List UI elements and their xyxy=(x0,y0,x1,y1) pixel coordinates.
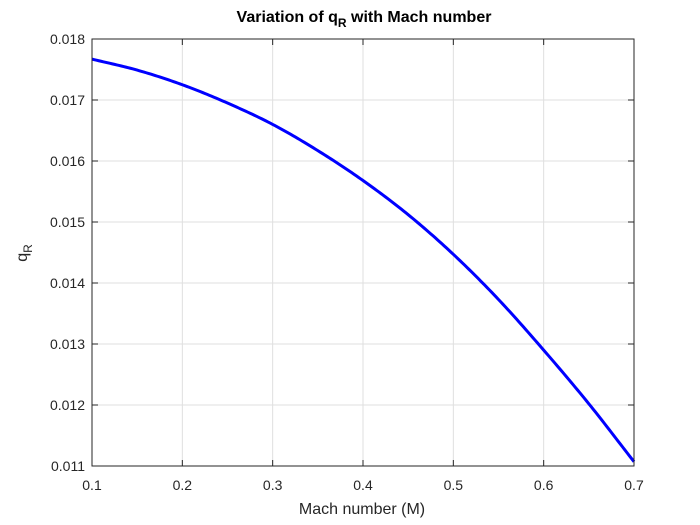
y-axis-label-base: q xyxy=(14,253,31,262)
x-tick-label: 0.7 xyxy=(624,477,644,493)
y-tick-label: 0.014 xyxy=(50,275,85,291)
chart-title-suffix: with Mach number xyxy=(347,9,492,26)
x-axis-label: Mach number (M) xyxy=(299,501,425,518)
y-tick-label: 0.018 xyxy=(50,31,85,47)
y-axis-label-subscript: R xyxy=(21,244,35,253)
chart-title-subscript: R xyxy=(338,16,347,30)
y-tick-label: 0.012 xyxy=(50,397,85,413)
x-tick-label: 0.3 xyxy=(263,477,283,493)
y-tick-label: 0.011 xyxy=(51,458,85,474)
ticks: 0.1 0.2 0.3 0.4 0.5 0.6 0.7 0.011 0.012 0.013 0.01… xyxy=(50,31,644,493)
x-tick-label: 0.4 xyxy=(353,477,373,493)
x-tick-label: 0.2 xyxy=(173,477,193,493)
y-tick-label: 0.015 xyxy=(50,214,85,230)
series-line xyxy=(91,57,636,463)
y-tick-label: 0.013 xyxy=(50,336,85,352)
y-tick-label: 0.017 xyxy=(50,92,85,108)
series-layer xyxy=(91,57,636,463)
x-tick-label: 0.6 xyxy=(534,477,554,493)
x-tick-label: 0.1 xyxy=(82,477,102,493)
chart-title-prefix: Variation of q xyxy=(237,9,338,26)
x-tick-label: 0.5 xyxy=(444,477,464,493)
y-axis-label: qR xyxy=(14,244,35,262)
chart-title: Variation of qR with Mach number xyxy=(237,9,492,30)
y-tick-label: 0.016 xyxy=(50,153,85,169)
